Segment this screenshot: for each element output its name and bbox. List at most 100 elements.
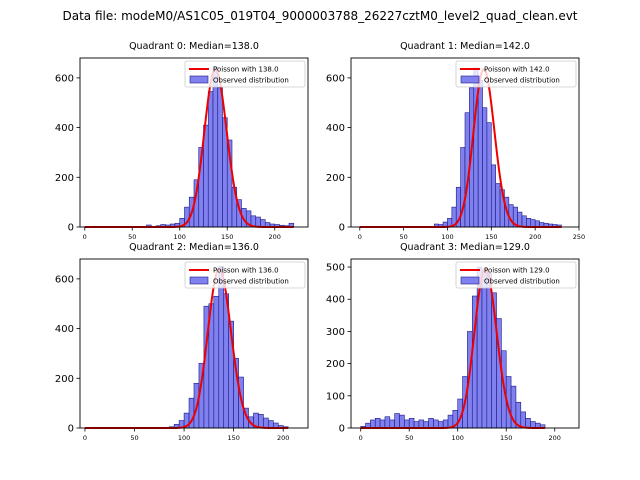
y-tick-label: 200 <box>326 173 345 184</box>
histogram-bar <box>404 419 410 429</box>
y-tick-label: 200 <box>326 359 345 370</box>
histogram-bar <box>384 416 391 429</box>
x-tick-label: 0 <box>358 233 362 241</box>
x-tick-label: 0 <box>83 434 87 442</box>
histogram-bar <box>217 87 223 228</box>
histogram-bar <box>408 418 415 429</box>
x-tick-label: 250 <box>573 233 585 241</box>
chart-title: Quadrant 2: Median=136.0 <box>129 242 259 253</box>
histogram-bar <box>268 420 274 429</box>
y-tick-label: 600 <box>326 73 345 84</box>
histogram-bar <box>255 216 261 228</box>
histogram-bar <box>389 419 395 429</box>
x-tick-label: 200 <box>277 434 289 442</box>
y-tick-label: 400 <box>326 123 345 134</box>
histogram-bar <box>521 215 527 228</box>
legend: Poisson with 138.0 Observed distribution <box>184 60 306 88</box>
x-tick-label: 200 <box>549 434 561 442</box>
legend-bar-swatch <box>460 75 480 84</box>
histogram-bar <box>517 211 523 228</box>
y-tick-label: 0 <box>68 223 74 234</box>
x-tick-label: 50 <box>128 233 136 241</box>
histogram-bar <box>394 413 400 429</box>
histogram-bar <box>442 419 449 429</box>
axes-frame <box>79 258 309 429</box>
chart-title: Quadrant 0: Median=138.0 <box>129 41 259 52</box>
legend: Poisson with 142.0 Observed distribution <box>455 60 577 88</box>
legend: Poisson with 129.0 Observed distribution <box>455 261 577 289</box>
legend-bar-label: Observed distribution <box>484 278 560 286</box>
histogram-bar <box>207 91 214 228</box>
histogram-bar <box>495 183 501 228</box>
histogram-bar <box>477 80 483 228</box>
legend-box <box>455 60 577 88</box>
x-tick-label: 200 <box>269 233 281 241</box>
histogram-bar <box>481 271 488 429</box>
legend-bar-swatch <box>460 276 480 285</box>
x-tick-label: 150 <box>500 434 512 442</box>
legend-bar-swatch <box>189 75 209 84</box>
histogram-bar <box>212 66 219 228</box>
histogram-bar <box>491 164 496 228</box>
x-tick-label: 50 <box>405 434 413 442</box>
legend-bar-label: Observed distribution <box>213 77 289 85</box>
x-tick-label: 100 <box>452 434 464 442</box>
histogram-bar <box>530 219 536 228</box>
histogram-bar <box>418 419 425 429</box>
y-tick-label: 200 <box>55 374 74 385</box>
chart-title: Quadrant 1: Median=142.0 <box>400 41 530 52</box>
legend-line-label: Poisson with 138.0 <box>213 66 279 74</box>
x-tick-label: 100 <box>441 233 453 241</box>
figure-title: Data file: modeM0/AS1C05_019T04_90000037… <box>62 9 577 23</box>
histogram-bar <box>486 122 492 228</box>
legend-bar-swatch <box>189 276 209 285</box>
histogram-bar <box>433 419 439 429</box>
chart-title: Quadrant 3: Median=129.0 <box>400 242 530 253</box>
y-tick-label: 0 <box>339 424 345 435</box>
histogram-bar <box>213 295 220 429</box>
histogram-bar <box>258 414 264 429</box>
legend-box <box>184 261 306 289</box>
y-tick-label: 400 <box>55 324 74 335</box>
histogram-bar <box>428 418 434 429</box>
y-tick-label: 0 <box>68 424 74 435</box>
histogram-bar <box>263 417 269 429</box>
x-tick-label: 50 <box>130 434 138 442</box>
legend-line-label: Poisson with 136.0 <box>213 267 279 275</box>
histogram-bar <box>520 411 526 429</box>
x-tick-label: 0 <box>359 434 363 442</box>
y-tick-label: 600 <box>55 73 74 84</box>
legend-bar-label: Observed distribution <box>213 278 289 286</box>
x-tick-label: 100 <box>178 434 190 442</box>
histogram-bar <box>482 107 488 228</box>
chart-panel-2: Quadrant 2: Median=136.0 0 200 400 600 0 50 100… <box>55 242 309 442</box>
histogram-bar <box>399 414 405 429</box>
axes-frame <box>350 57 580 228</box>
x-tick-label: 100 <box>174 233 186 241</box>
x-tick-label: 150 <box>227 434 239 442</box>
y-tick-label: 400 <box>326 295 345 306</box>
histogram-bar <box>486 273 492 429</box>
x-tick-label: 50 <box>399 233 407 241</box>
histogram-bar <box>374 418 381 429</box>
axes-frame <box>79 57 309 228</box>
histogram-bar <box>379 419 386 429</box>
legend-box <box>184 60 306 88</box>
histogram-bar <box>260 219 266 228</box>
legend: Poisson with 136.0 Observed distribution <box>184 261 306 289</box>
histogram-bar <box>526 218 532 228</box>
chart-panel-3: Quadrant 3: Median=129.00100200300400500… <box>326 242 580 442</box>
legend-bar-label: Observed distribution <box>484 77 560 85</box>
x-tick-label: 150 <box>485 233 497 241</box>
histogram-bar <box>525 418 531 429</box>
y-tick-label: 400 <box>55 123 74 134</box>
axes-frame <box>350 258 580 429</box>
y-tick-label: 600 <box>55 274 74 285</box>
legend-box <box>455 261 577 289</box>
y-tick-label: 500 <box>326 263 345 274</box>
y-tick-label: 200 <box>55 173 74 184</box>
histogram-bar <box>218 266 225 429</box>
histogram-bar <box>370 419 376 429</box>
legend-line-label: Poisson with 142.0 <box>484 66 550 74</box>
